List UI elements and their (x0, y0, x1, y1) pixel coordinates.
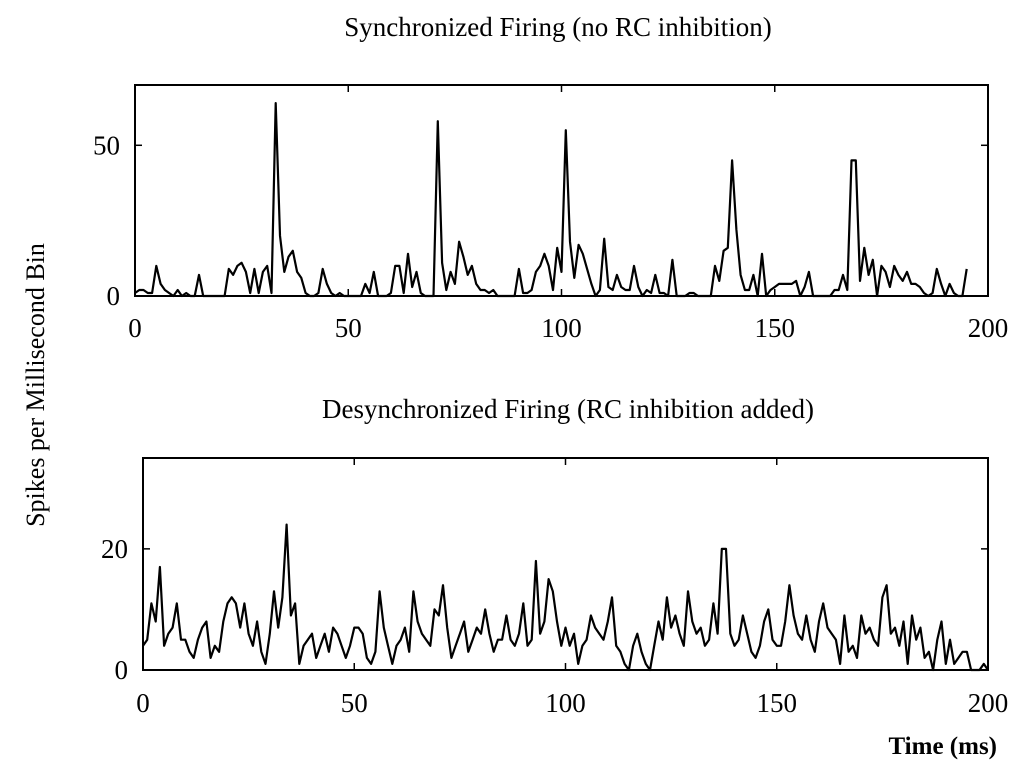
x-tick-label: 100 (541, 313, 582, 343)
x-tick-label: 100 (545, 688, 586, 718)
chart-title: Synchronized Firing (no RC inhibition) (344, 12, 771, 42)
y-axis-label: Spikes per Millisecond Bin (21, 243, 50, 527)
y-tick-label: 20 (101, 534, 128, 564)
chart-desynchronized-firing: Desynchronized Firing (RC inhibition add… (101, 394, 1008, 718)
chart-synchronized-firing: Synchronized Firing (no RC inhibition) 0… (93, 12, 1008, 343)
y-tick-label: 50 (93, 130, 120, 160)
x-tick-label: 0 (128, 313, 142, 343)
y-ticks: 0 50 (93, 130, 988, 311)
x-tick-label: 150 (757, 688, 798, 718)
x-ticks: 0 50 100 150 200 (136, 458, 1008, 718)
x-tick-label: 200 (968, 688, 1009, 718)
y-tick-label: 0 (107, 281, 121, 311)
x-tick-label: 0 (136, 688, 150, 718)
x-tick-label: 150 (755, 313, 796, 343)
series-line (142, 523, 989, 672)
y-ticks: 0 20 (101, 534, 988, 685)
x-axis-label: Time (ms) (888, 733, 997, 760)
x-ticks: 0 50 100 150 200 (128, 85, 1008, 343)
chart-title: Desynchronized Firing (RC inhibition add… (322, 394, 814, 424)
x-tick-label: 50 (335, 313, 362, 343)
y-tick-label: 0 (115, 655, 129, 685)
x-tick-label: 50 (341, 688, 368, 718)
series-line (134, 102, 968, 298)
x-tick-label: 200 (968, 313, 1009, 343)
